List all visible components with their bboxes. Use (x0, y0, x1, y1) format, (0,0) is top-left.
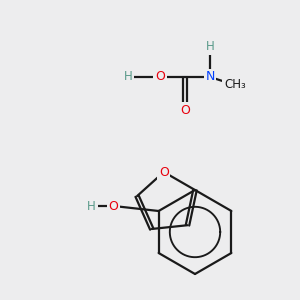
Text: H: H (87, 200, 96, 212)
Text: H: H (124, 70, 132, 83)
Text: O: O (159, 166, 169, 178)
Text: O: O (180, 103, 190, 116)
Text: CH₃: CH₃ (224, 79, 246, 92)
Text: H: H (206, 40, 214, 53)
Text: O: O (155, 70, 165, 83)
Text: O: O (109, 200, 118, 212)
Text: N: N (205, 70, 215, 83)
